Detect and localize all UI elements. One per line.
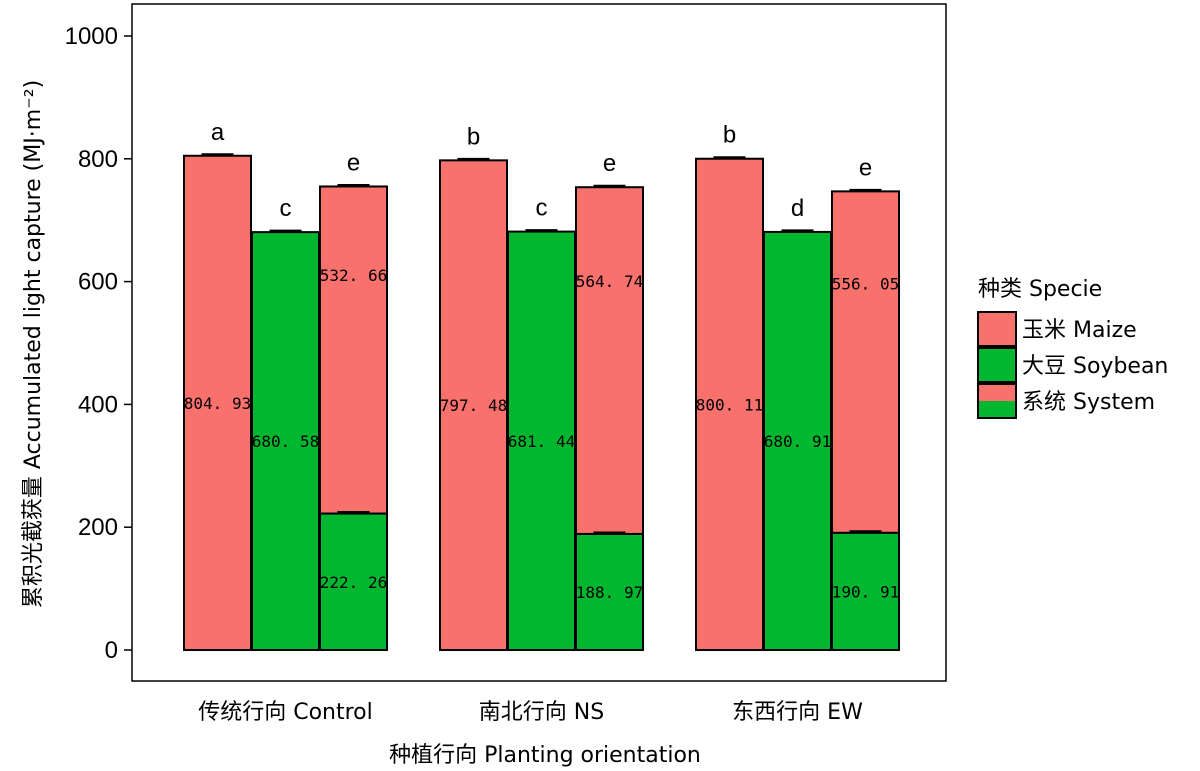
soybean-bar [251,231,320,652]
maize-bar [695,157,764,651]
system-maize-segment [319,185,388,515]
significance-letter: b [723,122,736,149]
y-tick-label: 1000 [65,23,118,50]
system-soybean-segment [319,512,388,651]
legend-swatch-soybean [977,347,1017,383]
significance-letter: c [280,195,292,222]
y-tick-label: 400 [78,391,118,418]
system-soybean-value-label: 188. 97 [576,583,643,602]
maize-value-label: 804. 93 [184,394,251,413]
legend-swatch-maize [977,311,1017,347]
soybean-value-label: 680. 91 [764,432,831,451]
x-axis-title: 种植行向 Planting orientation [389,743,701,768]
x-category-label: 传统行向 Control [198,700,373,725]
maize-bar [439,159,508,651]
system-maize-value-label: 564. 74 [576,272,643,291]
system-soybean-value-label: 190. 91 [832,582,899,601]
maize-value-label: 800. 11 [696,395,763,414]
legend-label: 系统 System [1022,390,1155,415]
legend-title: 种类 Specie [978,277,1102,302]
system-soybean-value-label: 222. 26 [320,573,387,592]
soybean-bar [507,230,576,652]
system-maize-value-label: 556. 05 [832,275,899,294]
y-tick-label: 800 [78,146,118,173]
legend-label: 大豆 Soybean [1022,354,1168,379]
significance-letter: e [347,149,360,176]
system-maize-value-label: 532. 66 [320,266,387,285]
y-axis-title: 累积光截获量 Accumulated light capture (MJ·m⁻²… [21,80,46,608]
soybean-bar [763,230,832,651]
significance-letter: a [211,119,225,146]
system-soybean-segment [575,532,644,651]
x-category-label: 南北行向 NS [479,700,604,725]
plot-area: 804. 93 a 680. 58 c 222. 26 532. 66 e 797. 48 b 6… [183,119,900,652]
legend: 种类 Specie 玉米 Maize 大豆 Soybean 系统 System [977,277,1168,419]
system-maize-segment [831,190,900,534]
significance-letter: e [603,150,616,177]
y-tick-label: 200 [78,514,118,541]
significance-letter: b [467,123,480,150]
significance-letter: d [791,195,804,222]
plot-frame [131,3,947,682]
x-category-label: 东西行向 EW [732,700,863,725]
significance-letter: c [536,195,548,222]
soybean-value-label: 681. 44 [508,432,575,451]
significance-letter: e [859,154,872,181]
soybean-value-label: 680. 58 [252,432,319,451]
system-soybean-segment [831,531,900,651]
legend-swatch-system [978,401,1016,418]
legend-label: 玉米 Maize [1022,318,1137,343]
legend-swatch-system [978,384,1016,401]
system-maize-segment [575,186,644,535]
maize-bar [183,154,252,651]
axes: 0 200 400 600 800 1000 累积光截获量 Accumulated ligh… [21,3,947,768]
maize-value-label: 797. 48 [440,396,507,415]
y-tick-label: 0 [105,637,118,664]
legend-swatch-system [977,383,1017,419]
y-tick-label: 600 [78,269,118,296]
